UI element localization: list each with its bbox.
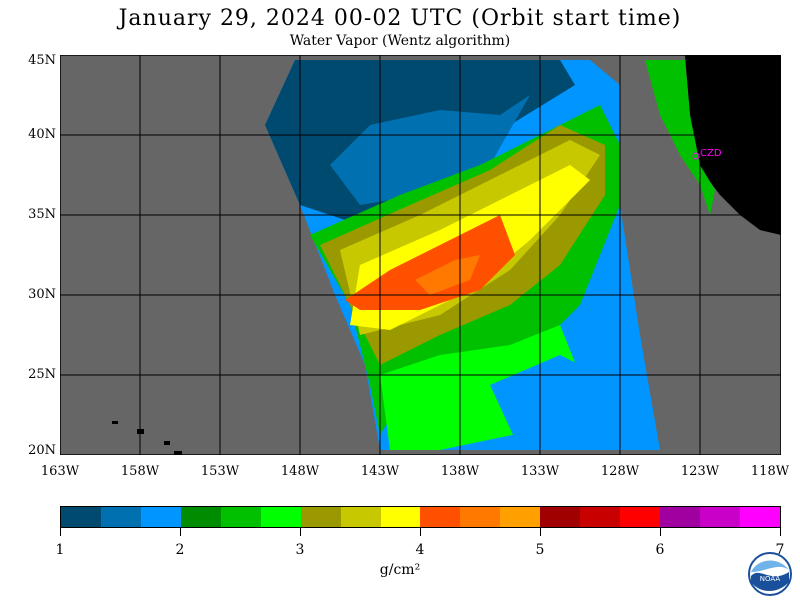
colorbar-swatch xyxy=(739,507,780,527)
island xyxy=(112,421,118,424)
lat-label-30n: 30N xyxy=(28,287,56,302)
station-marker xyxy=(692,152,700,160)
land-mass xyxy=(685,55,781,235)
lon-label-128w: 128W xyxy=(600,464,640,479)
colorbar-swatch xyxy=(580,507,621,527)
lon-label-148w: 148W xyxy=(280,464,320,479)
colorbar-swatch xyxy=(61,507,101,527)
colorbar-label-5: 5 xyxy=(535,542,545,558)
lat-label-35n: 35N xyxy=(28,207,56,222)
map-title: January 29, 2024 00-02 UTC (Orbit start … xyxy=(118,6,682,31)
lon-label-118w: 118W xyxy=(750,464,790,479)
lon-label-163w: 163W xyxy=(40,464,80,479)
colorbar-label-7: 7 xyxy=(775,542,785,558)
colorbar-tick xyxy=(420,528,421,536)
colorbar-label-1: 1 xyxy=(55,542,65,558)
lat-label-40n: 40N xyxy=(28,127,56,142)
colorbar-swatch xyxy=(180,507,221,527)
map-subtitle: Water Vapor (Wentz algorithm) xyxy=(289,33,511,49)
colorbar-swatch xyxy=(620,507,661,527)
colorbar-label-6: 6 xyxy=(655,542,665,558)
lon-label-153w: 153W xyxy=(200,464,240,479)
colorbar-tick xyxy=(540,528,541,536)
colorbar-swatch xyxy=(700,507,740,527)
graticule xyxy=(60,55,781,455)
colorbar-units: g/cm² xyxy=(379,562,421,578)
colorbar-swatch xyxy=(420,507,461,527)
colorbar-swatch xyxy=(460,507,501,527)
colorbar-tick xyxy=(180,528,181,536)
lon-label-138w: 138W xyxy=(440,464,480,479)
lat-label-25n: 25N xyxy=(28,367,56,382)
colorbar-swatch xyxy=(660,507,700,527)
lon-label-143w: 143W xyxy=(360,464,400,479)
noaa-logo-icon: NOAA xyxy=(748,552,792,596)
colorbar-tick xyxy=(60,528,61,536)
colorbar-tick xyxy=(660,528,661,536)
lon-label-158w: 158W xyxy=(120,464,160,479)
colorbar-swatch xyxy=(500,507,541,527)
noaa-logo-text: NOAA xyxy=(760,575,781,583)
colorbar-label-4: 4 xyxy=(415,542,425,558)
coastal-vapor xyxy=(645,60,715,215)
colorbar-swatch xyxy=(140,507,181,527)
colorbar-label-2: 2 xyxy=(175,542,185,558)
lat-label-45n: 45N xyxy=(28,53,56,68)
vapor-very-high-region xyxy=(345,215,515,310)
colorbar xyxy=(60,506,781,528)
vapor-peak-region xyxy=(415,255,480,295)
vapor-south-blue-region xyxy=(490,355,640,450)
colorbar-swatch xyxy=(340,507,381,527)
lon-label-133w: 133W xyxy=(520,464,560,479)
colorbar-swatch xyxy=(300,507,341,527)
colorbar-tick xyxy=(780,528,781,536)
water-vapor-map: CZD xyxy=(60,55,781,455)
colorbar-swatch xyxy=(380,507,421,527)
station-label: CZD xyxy=(700,148,722,159)
lat-label-20n: 20N xyxy=(28,443,56,458)
island xyxy=(164,441,170,445)
colorbar-swatch xyxy=(220,507,261,527)
colorbar-label-3: 3 xyxy=(295,542,305,558)
colorbar-swatch xyxy=(260,507,301,527)
colorbar-swatch xyxy=(540,507,581,527)
colorbar-tick xyxy=(300,528,301,536)
island xyxy=(174,451,182,455)
colorbar-swatch xyxy=(100,507,141,527)
lon-label-123w: 123W xyxy=(680,464,720,479)
